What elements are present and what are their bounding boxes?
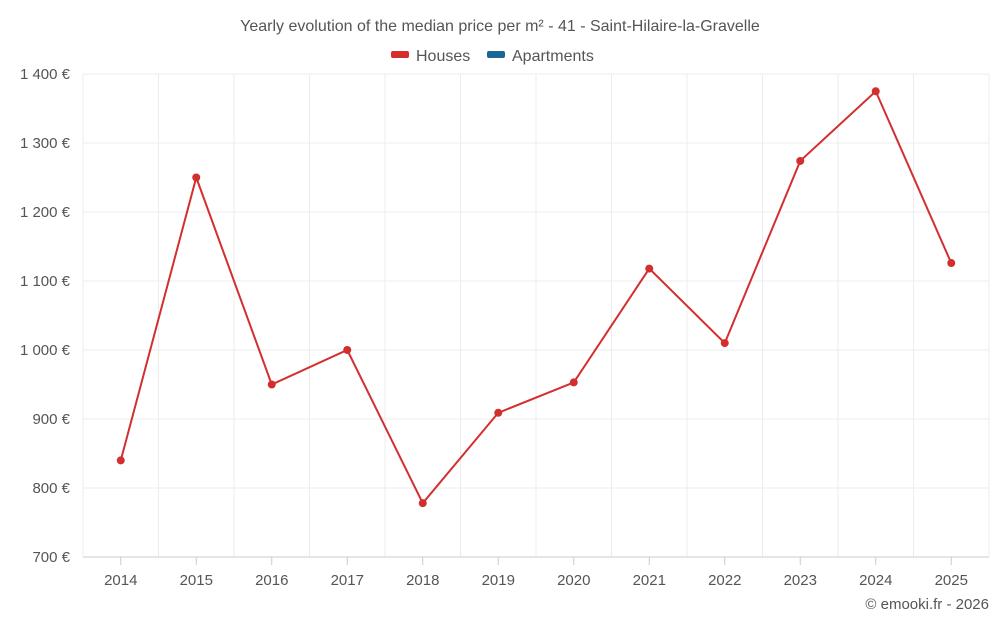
y-tick-label: 1 000 € [20, 342, 71, 359]
x-tick-label: 2022 [708, 572, 741, 589]
y-tick-label: 1 100 € [20, 273, 71, 290]
x-tick-label: 2018 [406, 572, 439, 589]
data-point[interactable] [267, 380, 276, 389]
axes: 700 € 800 € 900 € 1 000 € 1 100 € 1 200 € 1 30… [20, 66, 989, 589]
x-tick-label: 2017 [331, 572, 364, 589]
data-point[interactable] [871, 87, 880, 96]
legend: Houses Apartments [391, 48, 594, 65]
data-point[interactable] [418, 499, 427, 508]
legend-label-apartments[interactable]: Apartments [512, 48, 594, 65]
data-point[interactable] [947, 259, 956, 268]
series-layer [116, 87, 956, 508]
x-tick-label: 2016 [255, 572, 288, 589]
x-tick-label: 2015 [180, 572, 213, 589]
x-tick-label: 2021 [633, 572, 666, 589]
y-tick-label: 900 € [32, 411, 70, 428]
legend-swatch-houses[interactable] [391, 51, 409, 58]
data-point[interactable] [720, 339, 729, 348]
x-tick-label: 2014 [104, 572, 137, 589]
data-point[interactable] [116, 456, 125, 465]
y-tick-label: 1 400 € [20, 66, 71, 83]
data-point[interactable] [569, 378, 578, 387]
x-tick-label: 2020 [557, 572, 590, 589]
y-tick-label: 1 200 € [20, 204, 71, 221]
data-point[interactable] [796, 156, 805, 165]
x-tick-label: 2023 [784, 572, 817, 589]
grid [82, 73, 990, 557]
data-point[interactable] [343, 346, 352, 354]
chart-title: Yearly evolution of the median price per… [240, 18, 760, 35]
x-tick-label: 2019 [482, 572, 515, 589]
data-point[interactable] [645, 264, 654, 273]
legend-label-houses[interactable]: Houses [416, 48, 470, 65]
x-tick-label: 2025 [935, 572, 968, 589]
x-tick-label: 2024 [859, 572, 892, 589]
y-tick-label: 1 300 € [20, 135, 71, 152]
data-point[interactable] [192, 173, 201, 182]
y-tick-label: 700 € [32, 549, 70, 566]
legend-swatch-apartments[interactable] [487, 51, 505, 58]
credit-text: © emooki.fr - 2026 [865, 596, 989, 613]
series-line-houses [119, 89, 953, 506]
y-tick-label: 800 € [32, 480, 70, 497]
data-point[interactable] [494, 408, 503, 417]
